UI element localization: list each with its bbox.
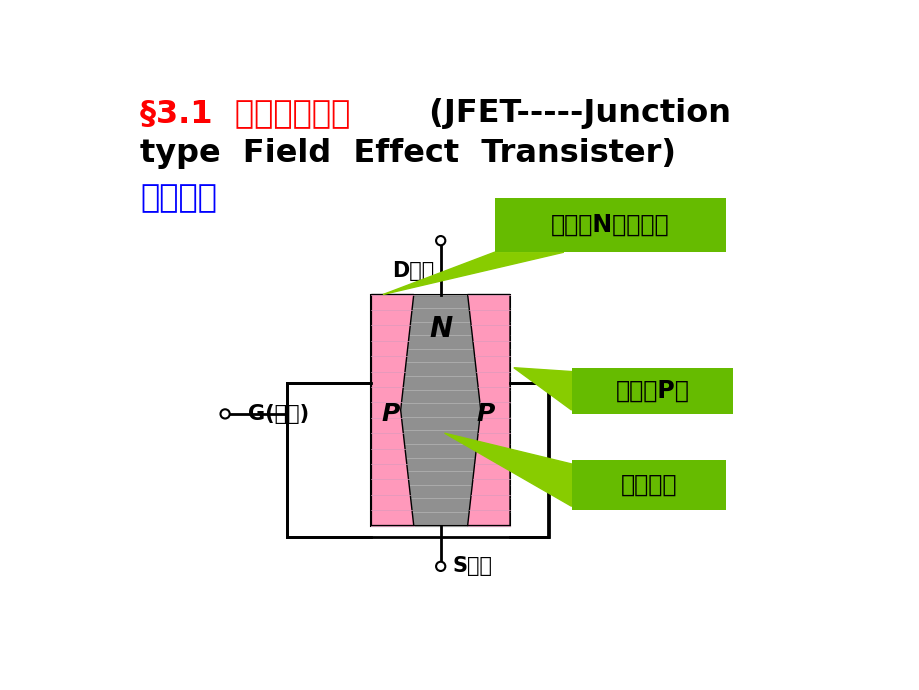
Bar [494, 198, 725, 253]
Text: §3.1  结型场效应管: §3.1 结型场效应管 [141, 98, 350, 129]
Text: N: N [428, 315, 452, 343]
Text: 一、结构: 一、结构 [141, 183, 217, 214]
Text: D漏极: D漏极 [391, 262, 434, 282]
Text: (JFET-----Junction: (JFET-----Junction [417, 98, 730, 129]
Polygon shape [382, 253, 563, 295]
Bar [287, 383, 548, 537]
Text: S源极: S源极 [452, 556, 492, 576]
Circle shape [221, 409, 230, 419]
Bar [371, 295, 509, 526]
Circle shape [436, 562, 445, 571]
Text: P: P [381, 402, 400, 426]
Text: 基底：N型半导体: 基底：N型半导体 [550, 213, 669, 237]
Polygon shape [514, 368, 571, 410]
Text: 两边是P区: 两边是P区 [615, 379, 688, 403]
Polygon shape [467, 295, 509, 526]
Bar [571, 368, 732, 414]
Circle shape [436, 236, 445, 245]
Bar [571, 460, 725, 510]
Text: P: P [476, 402, 494, 426]
Polygon shape [444, 433, 571, 506]
Polygon shape [371, 295, 414, 526]
Text: type  Field  Effect  Transister): type Field Effect Transister) [141, 138, 675, 169]
Text: G(栅极): G(栅极) [248, 404, 309, 424]
Text: 导电沟道: 导电沟道 [619, 473, 676, 497]
